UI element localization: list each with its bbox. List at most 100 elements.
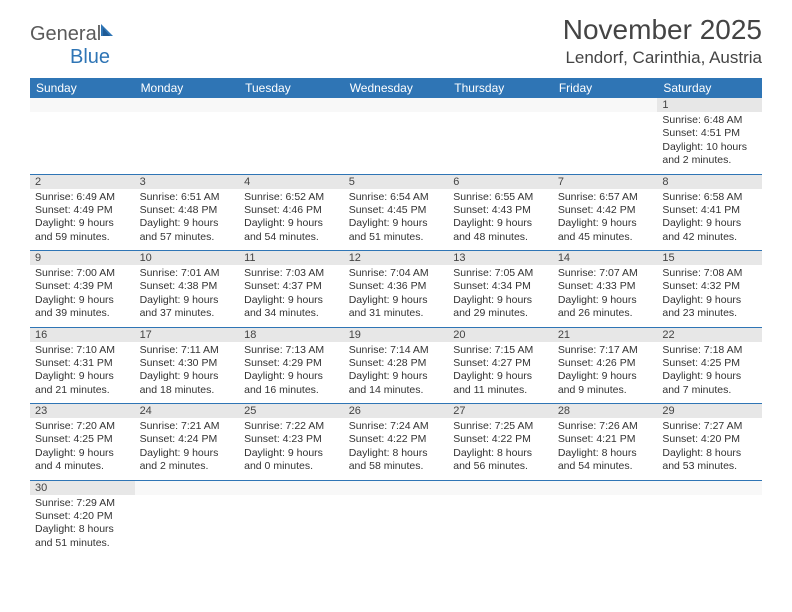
daylight-text: Daylight: 9 hours and 57 minutes. [140,217,235,244]
sunrise-text: Sunrise: 7:29 AM [35,497,130,510]
sunset-text: Sunset: 4:28 PM [349,357,444,370]
daylight-text: Daylight: 9 hours and 2 minutes. [140,447,235,474]
sunrise-text: Sunrise: 7:27 AM [662,420,757,433]
day-detail-row: Sunrise: 6:49 AMSunset: 4:49 PMDaylight:… [30,189,762,251]
day-number-cell: 25 [239,404,344,419]
sunrise-text: Sunrise: 7:22 AM [244,420,339,433]
day-number-cell: 24 [135,404,240,419]
daylight-text: Daylight: 9 hours and 59 minutes. [35,217,130,244]
day-detail-cell: Sunrise: 7:29 AMSunset: 4:20 PMDaylight:… [30,495,135,557]
calendar-table: Sunday Monday Tuesday Wednesday Thursday… [30,78,762,557]
day-number-cell [30,98,135,112]
weekday-header: Wednesday [344,78,449,98]
day-number-row: 23242526272829 [30,404,762,419]
sunset-text: Sunset: 4:22 PM [349,433,444,446]
sunrise-text: Sunrise: 7:21 AM [140,420,235,433]
sunset-text: Sunset: 4:21 PM [558,433,653,446]
daylight-text: Daylight: 9 hours and 39 minutes. [35,294,130,321]
day-detail-row: Sunrise: 7:10 AMSunset: 4:31 PMDaylight:… [30,342,762,404]
day-detail-cell: Sunrise: 6:55 AMSunset: 4:43 PMDaylight:… [448,189,553,251]
day-detail-cell [553,495,658,557]
day-detail-cell [657,495,762,557]
sunrise-text: Sunrise: 6:58 AM [662,191,757,204]
sunrise-text: Sunrise: 7:24 AM [349,420,444,433]
sunrise-text: Sunrise: 6:55 AM [453,191,548,204]
daylight-text: Daylight: 10 hours and 2 minutes. [662,141,757,168]
sunset-text: Sunset: 4:38 PM [140,280,235,293]
day-number-cell: 1 [657,98,762,112]
day-detail-cell: Sunrise: 7:00 AMSunset: 4:39 PMDaylight:… [30,265,135,327]
daylight-text: Daylight: 9 hours and 9 minutes. [558,370,653,397]
daylight-text: Daylight: 8 hours and 54 minutes. [558,447,653,474]
daylight-text: Daylight: 9 hours and 31 minutes. [349,294,444,321]
daylight-text: Daylight: 9 hours and 42 minutes. [662,217,757,244]
sunrise-text: Sunrise: 7:20 AM [35,420,130,433]
day-detail-cell: Sunrise: 7:20 AMSunset: 4:25 PMDaylight:… [30,418,135,480]
daylight-text: Daylight: 9 hours and 16 minutes. [244,370,339,397]
day-number-cell: 26 [344,404,449,419]
day-detail-cell: Sunrise: 6:57 AMSunset: 4:42 PMDaylight:… [553,189,658,251]
day-number-cell: 14 [553,251,658,266]
sunset-text: Sunset: 4:30 PM [140,357,235,370]
day-detail-cell: Sunrise: 7:07 AMSunset: 4:33 PMDaylight:… [553,265,658,327]
day-number-cell: 22 [657,327,762,342]
sunset-text: Sunset: 4:27 PM [453,357,548,370]
day-detail-cell: Sunrise: 7:26 AMSunset: 4:21 PMDaylight:… [553,418,658,480]
month-title: November 2025 [563,14,762,46]
day-detail-cell [135,495,240,557]
sunset-text: Sunset: 4:42 PM [558,204,653,217]
day-number-cell: 27 [448,404,553,419]
daylight-text: Daylight: 9 hours and 23 minutes. [662,294,757,321]
day-detail-cell [30,112,135,174]
day-number-cell: 7 [553,174,658,189]
day-number-cell: 4 [239,174,344,189]
day-detail-cell: Sunrise: 6:54 AMSunset: 4:45 PMDaylight:… [344,189,449,251]
sunset-text: Sunset: 4:43 PM [453,204,548,217]
day-detail-cell: Sunrise: 7:13 AMSunset: 4:29 PMDaylight:… [239,342,344,404]
day-number-cell: 19 [344,327,449,342]
weekday-header: Thursday [448,78,553,98]
sunset-text: Sunset: 4:46 PM [244,204,339,217]
sunset-text: Sunset: 4:25 PM [662,357,757,370]
sunset-text: Sunset: 4:33 PM [558,280,653,293]
day-detail-cell [553,112,658,174]
sunset-text: Sunset: 4:45 PM [349,204,444,217]
day-detail-cell [135,112,240,174]
logo-text-2: Blue [70,46,110,68]
sunrise-text: Sunrise: 7:11 AM [140,344,235,357]
day-detail-cell: Sunrise: 6:51 AMSunset: 4:48 PMDaylight:… [135,189,240,251]
sunset-text: Sunset: 4:22 PM [453,433,548,446]
daylight-text: Daylight: 9 hours and 11 minutes. [453,370,548,397]
sunset-text: Sunset: 4:48 PM [140,204,235,217]
day-number-cell: 12 [344,251,449,266]
daylight-text: Daylight: 9 hours and 7 minutes. [662,370,757,397]
sunrise-text: Sunrise: 6:52 AM [244,191,339,204]
day-number-cell: 29 [657,404,762,419]
day-detail-row: Sunrise: 7:29 AMSunset: 4:20 PMDaylight:… [30,495,762,557]
day-detail-cell: Sunrise: 7:08 AMSunset: 4:32 PMDaylight:… [657,265,762,327]
daylight-text: Daylight: 8 hours and 58 minutes. [349,447,444,474]
day-number-cell: 8 [657,174,762,189]
day-number-cell: 18 [239,327,344,342]
sunrise-text: Sunrise: 7:05 AM [453,267,548,280]
day-number-cell: 21 [553,327,658,342]
day-detail-cell: Sunrise: 7:18 AMSunset: 4:25 PMDaylight:… [657,342,762,404]
sunrise-text: Sunrise: 7:15 AM [453,344,548,357]
day-number-cell: 10 [135,251,240,266]
weekday-header: Sunday [30,78,135,98]
day-number-row: 16171819202122 [30,327,762,342]
sunset-text: Sunset: 4:29 PM [244,357,339,370]
sunset-text: Sunset: 4:20 PM [35,510,130,523]
day-number-cell: 15 [657,251,762,266]
sunset-text: Sunset: 4:32 PM [662,280,757,293]
day-detail-cell: Sunrise: 6:48 AMSunset: 4:51 PMDaylight:… [657,112,762,174]
sunrise-text: Sunrise: 7:00 AM [35,267,130,280]
day-number-cell [448,98,553,112]
calendar-body: 1Sunrise: 6:48 AMSunset: 4:51 PMDaylight… [30,98,762,557]
day-number-cell [344,480,449,495]
sunrise-text: Sunrise: 7:03 AM [244,267,339,280]
day-detail-cell: Sunrise: 7:27 AMSunset: 4:20 PMDaylight:… [657,418,762,480]
day-number-cell [553,98,658,112]
sunset-text: Sunset: 4:39 PM [35,280,130,293]
location-subtitle: Lendorf, Carinthia, Austria [563,48,762,68]
